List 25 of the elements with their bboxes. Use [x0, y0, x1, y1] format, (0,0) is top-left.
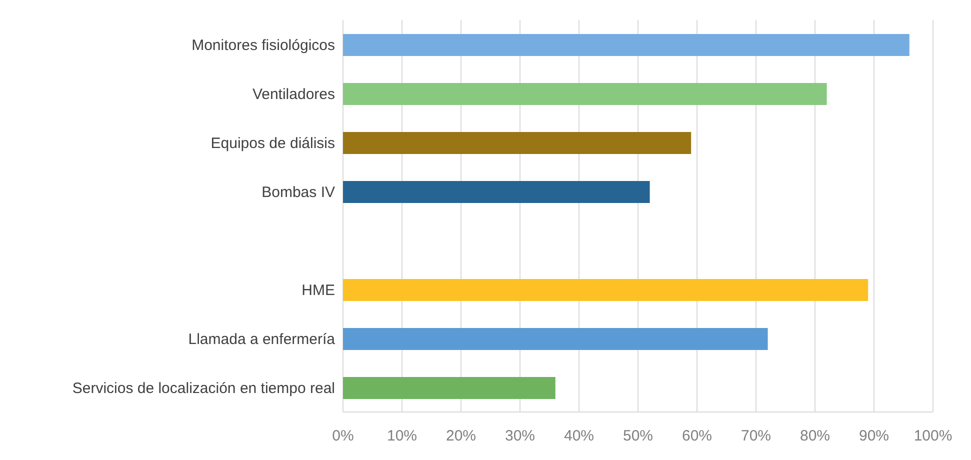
x-tick-label: 30% — [504, 428, 536, 445]
y-tick-label: Equipos de diálisis — [210, 134, 335, 152]
x-tick-label: 70% — [740, 428, 772, 445]
bar — [343, 377, 556, 399]
bar — [343, 83, 827, 105]
x-tick-label: 40% — [564, 428, 594, 445]
y-tick-label: HME — [302, 282, 335, 299]
y-tick-label: Llamada a enfermería — [188, 330, 336, 348]
y-tick-label: Servicios de localización en tiempo real — [72, 380, 335, 397]
x-tick-label: 10% — [386, 428, 418, 445]
bar — [343, 181, 650, 203]
x-tick-label: 100% — [914, 428, 952, 445]
bar — [343, 279, 868, 301]
y-tick-label: Monitores fisiológicos — [192, 36, 335, 54]
x-tick-label: 50% — [622, 428, 654, 445]
bar — [343, 34, 910, 56]
bar — [343, 328, 768, 350]
x-tick-label: 60% — [682, 428, 712, 445]
y-tick-label: Bombas IV — [262, 184, 335, 201]
bar — [343, 132, 692, 154]
y-tick-label: Ventiladores — [252, 86, 335, 103]
x-tick-label: 80% — [800, 428, 830, 445]
x-tick-label: 0% — [332, 428, 354, 445]
x-tick-label: 90% — [858, 428, 890, 445]
x-tick-label: 20% — [446, 428, 476, 445]
